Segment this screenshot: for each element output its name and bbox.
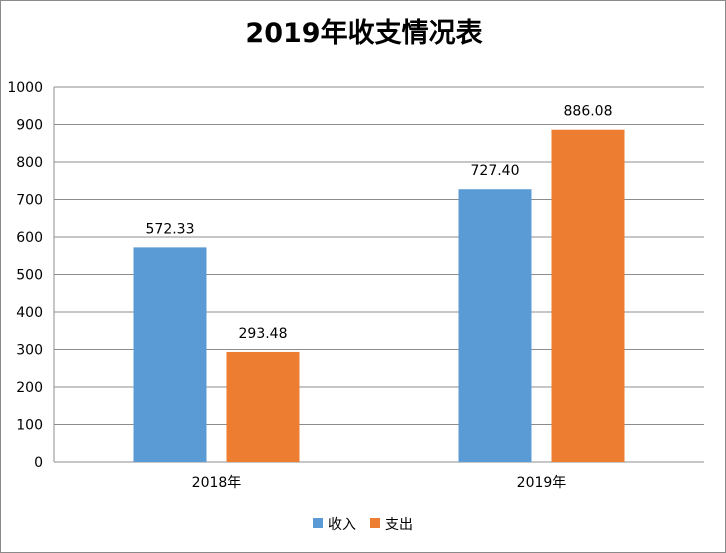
bar-income <box>458 189 532 462</box>
chart-title: 2019年收支情况表 <box>245 17 482 49</box>
y-tick-label: 600 <box>16 230 43 246</box>
x-category-label: 2018年 <box>192 475 242 491</box>
legend-label: 支出 <box>385 517 413 533</box>
legend: 收入 支出 <box>313 517 413 533</box>
legend-swatch <box>313 518 323 528</box>
y-tick-label: 700 <box>16 193 43 209</box>
data-label: 886.08 <box>564 104 613 120</box>
y-tick-label: 1000 <box>7 80 43 96</box>
y-tick-label: 200 <box>16 380 43 396</box>
legend-label: 收入 <box>328 517 356 533</box>
y-tick-label: 900 <box>16 118 43 134</box>
y-tick-label: 0 <box>34 455 43 471</box>
y-tick-label: 100 <box>16 418 43 434</box>
y-tick-label: 300 <box>16 343 43 359</box>
legend-swatch <box>370 518 380 528</box>
y-tick-label: 400 <box>16 305 43 321</box>
bar-expense <box>226 351 300 462</box>
bar-income <box>133 247 207 462</box>
y-tick-label: 800 <box>16 155 43 171</box>
data-labels: 572.33 293.48 727.40 886.08 <box>146 104 613 342</box>
data-label: 572.33 <box>146 221 195 237</box>
bar-expense <box>551 129 625 462</box>
data-label: 293.48 <box>239 326 288 342</box>
bars <box>133 129 625 462</box>
data-label: 727.40 <box>471 163 520 179</box>
x-category-label: 2019年 <box>517 475 567 491</box>
y-axis-ticks: 0 100 200 300 400 500 600 700 800 900 1000 <box>7 80 43 471</box>
y-tick-label: 500 <box>16 268 43 284</box>
x-axis-categories: 2018年 2019年 <box>192 475 567 491</box>
